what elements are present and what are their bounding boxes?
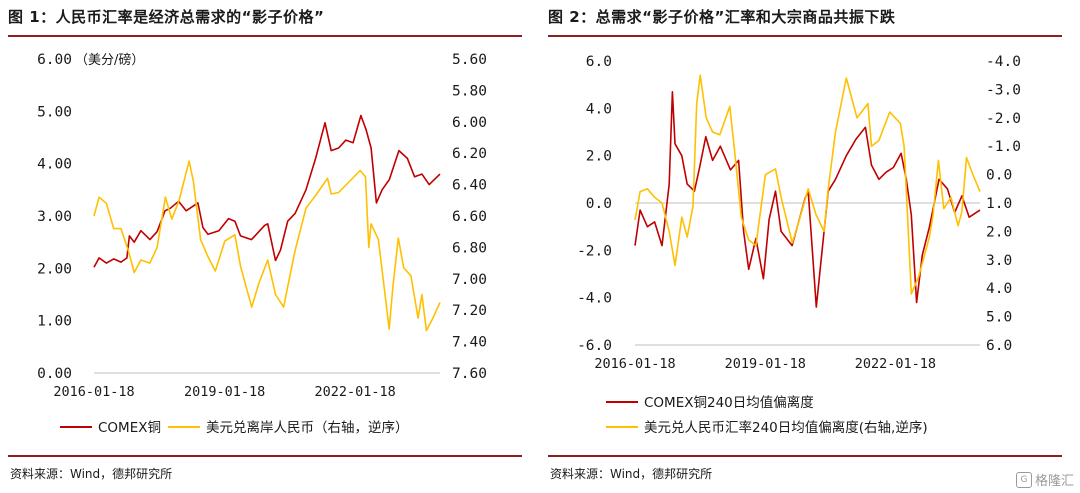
y-right-tick-label: 5.0 (986, 310, 1012, 326)
series-line-gold (634, 74, 981, 295)
y-left-tick-label: -6.0 (577, 338, 612, 354)
y-right-tick-label: 7.60 (452, 366, 487, 382)
source-left: 资料来源：Wind，德邦研究所 (10, 467, 173, 481)
y-right-tick-label: 2.0 (986, 224, 1012, 240)
y-right-tick-label: 6.80 (452, 240, 487, 256)
y-left-tick-label: 5.00 (37, 104, 72, 120)
y-left-tick-label: -4.0 (577, 291, 612, 307)
y-left-tick-label: 2.00 (37, 261, 72, 277)
x-tick-label: 2019-01-18 (184, 384, 265, 400)
y-right-tick-label: 6.20 (452, 146, 487, 162)
x-tick-label: 2022-01-18 (315, 384, 396, 400)
y-right-tick-label: -4.0 (986, 54, 1021, 70)
chart-title-left: 图 1：人民币汇率是经济总需求的“影子价格” (8, 8, 325, 26)
panel-right: 图 2：总需求“影子价格”汇率和大宗商品共振下跌 -6.0 -4.0 -2.0 0.0… (540, 0, 1080, 493)
legend-label: 美元兑离岸人民币（右轴，逆序） (206, 419, 409, 436)
y-right-tick-label: 4.0 (986, 281, 1012, 297)
x-tick-label: 2016-01-18 (594, 356, 675, 372)
y-right-tick-label: 5.80 (452, 83, 487, 99)
y-left-tick-label: 0.0 (586, 196, 612, 212)
y-left-tick-label: -2.0 (577, 243, 612, 259)
legend-label: COMEX铜 (98, 420, 161, 436)
legend-left: COMEX铜 美元兑离岸人民币（右轴，逆序） (60, 419, 409, 436)
y-right-tick-label: 6.60 (452, 209, 487, 225)
y-left-tick-label: 3.00 (37, 209, 72, 225)
y-left-tick-label: 4.0 (586, 101, 612, 117)
y-right-tick-label: 7.20 (452, 303, 487, 319)
y-left-tick-label: 6.0 (586, 54, 612, 70)
y-right-tick-label: 6.40 (452, 178, 487, 194)
source-rule-right (548, 455, 1062, 457)
title-rule-left (8, 35, 522, 37)
source-rule-left (8, 455, 522, 457)
series-line-gold (93, 160, 441, 332)
chart-title-right: 图 2：总需求“影子价格”汇率和大宗商品共振下跌 (548, 8, 896, 26)
y-left-tick-label: 2.0 (586, 149, 612, 165)
y-right-tick-label: 7.40 (452, 335, 487, 351)
panel-left: 图 1：人民币汇率是经济总需求的“影子价格” 0.00 1.00 2.00 3.00 4… (8, 8, 522, 481)
x-tick-label: 2022-01-18 (855, 356, 936, 372)
y-right-tick-label: 6.0 (986, 338, 1012, 354)
y-left-tick-label: 0.00 (37, 366, 72, 382)
y-left-tick-label: 6.00 (37, 52, 72, 68)
g-logo-icon: G (1015, 471, 1032, 488)
y-right-tick-label: 6.00 (452, 115, 487, 131)
y-right-tick-label: -3.0 (986, 82, 1021, 98)
y-right-tick-label: 1.0 (986, 196, 1012, 212)
source-right: 资料来源：Wind，德邦研究所 (550, 467, 713, 481)
x-tick-label: 2016-01-18 (53, 384, 134, 400)
chart-left-svg: 0.00 1.00 2.00 3.00 4.00 5.00 6.00 5.60 5.80 6.00… (37, 52, 487, 436)
unit-label-left: （美分/磅） (75, 52, 144, 68)
watermark: G 格隆汇 (1015, 470, 1074, 489)
y-right-tick-label: -2.0 (986, 111, 1021, 127)
y-left-tick-label: 4.00 (37, 157, 72, 173)
chart-right-svg: -6.0 -4.0 -2.0 0.0 2.0 4.0 6.0 -4.0 -3.0 -2.0 -1.0… (577, 54, 1021, 436)
watermark-text: 格隆汇 (1034, 474, 1074, 489)
x-tick-label: 2019-01-18 (725, 356, 806, 372)
y-right-tick-label: -1.0 (986, 139, 1021, 155)
y-right-tick-label: 3.0 (986, 253, 1012, 269)
y-left-tick-label: 1.00 (37, 314, 72, 330)
series-line-red (93, 114, 441, 268)
y-right-tick-label: 7.00 (452, 272, 487, 288)
legend-label: COMEX铜240日均值偏离度 (644, 394, 814, 411)
y-right-tick-label: 0.0 (986, 168, 1012, 184)
y-right-tick-label: 5.60 (452, 52, 487, 68)
legend-label: 美元兑人民币汇率240日均值偏离度(右轴,逆序) (644, 419, 928, 436)
series-line-red (634, 91, 981, 308)
title-rule-right (548, 35, 1062, 37)
